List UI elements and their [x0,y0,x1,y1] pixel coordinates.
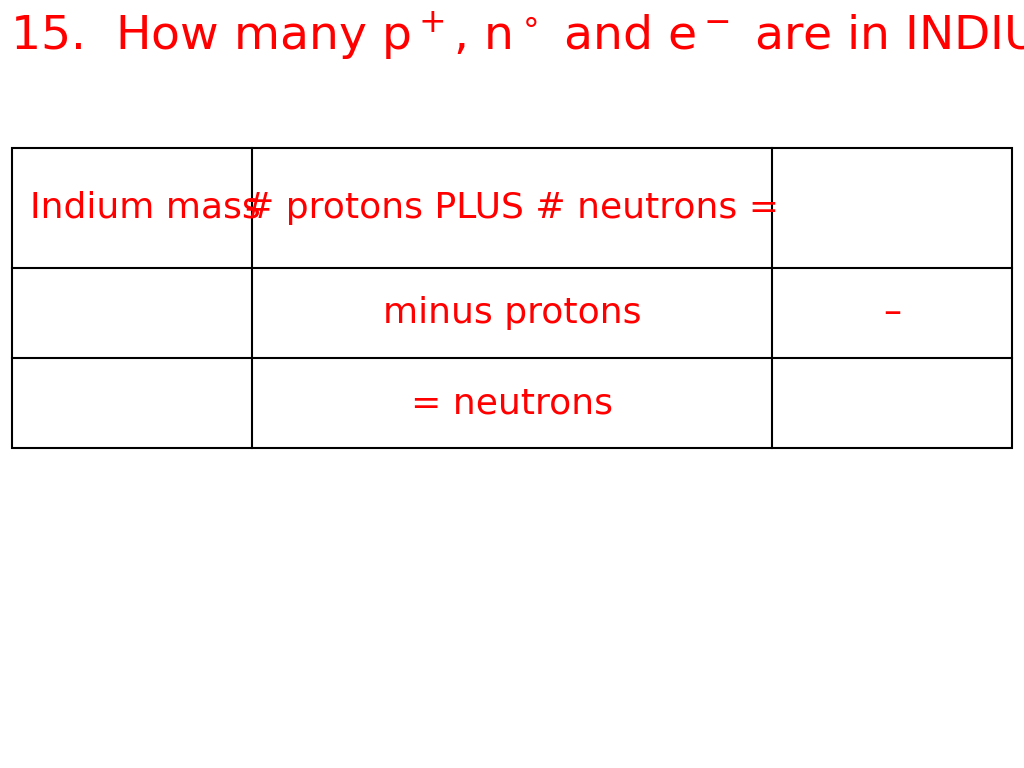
Text: # protons PLUS # neutrons =: # protons PLUS # neutrons = [245,191,779,225]
Text: = neutrons: = neutrons [411,386,613,420]
Text: –: – [883,296,901,330]
Text: Indium mass: Indium mass [30,191,261,225]
Text: 15.  How many p$^+$, n$^\circ$ and e$^-$ are in INDIUM?: 15. How many p$^+$, n$^\circ$ and e$^-$ … [10,10,1024,63]
Bar [12,148,1012,448]
Text: minus protons: minus protons [383,296,641,330]
